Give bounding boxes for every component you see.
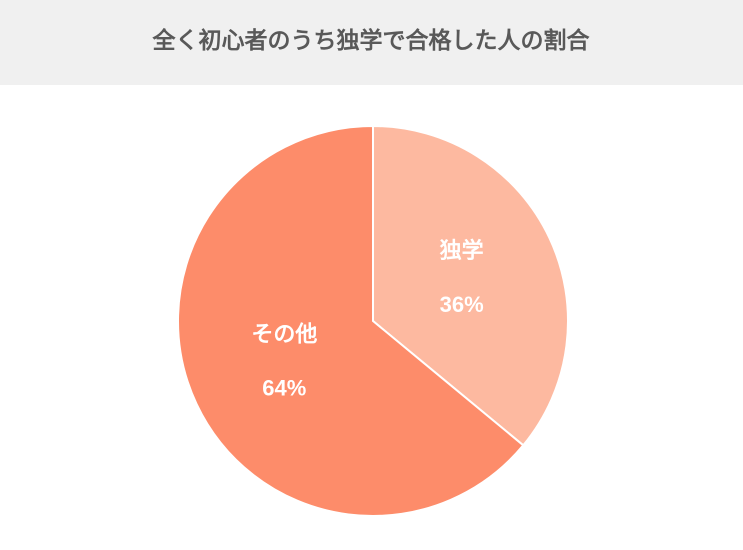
title-band [0,0,743,85]
slice-label: 独学 [440,238,484,263]
slice-label: その他 [251,322,317,347]
value-label: 64% [262,376,306,401]
value-label: 36% [440,292,484,317]
pie-slice [177,124,525,517]
pie-slice [372,124,569,447]
chart-title: 全く初心者のうち独学で合格した人の割合 [152,27,591,53]
